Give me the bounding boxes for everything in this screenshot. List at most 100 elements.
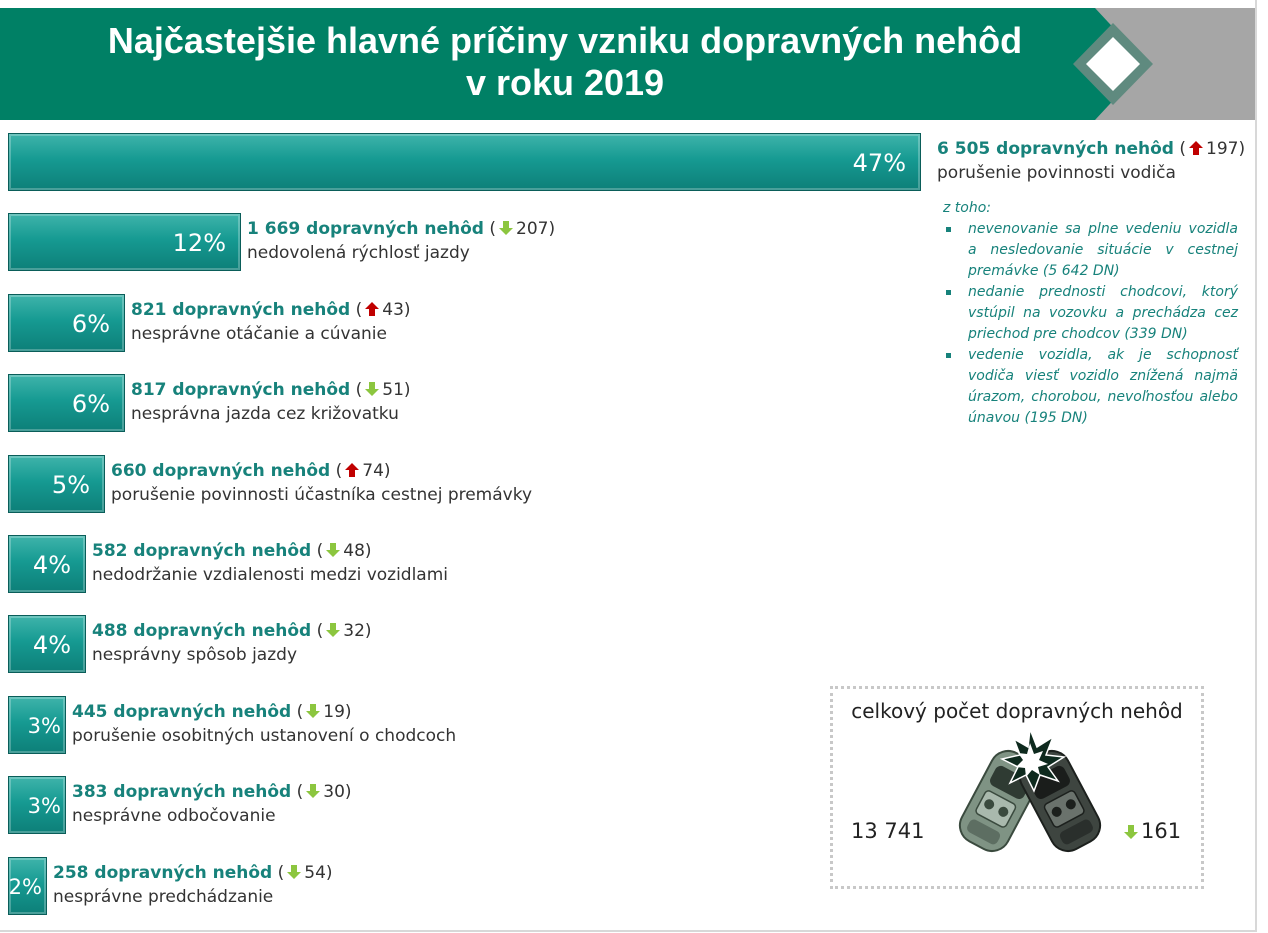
paren-open: ( xyxy=(311,621,324,642)
chart-bar: 6% xyxy=(8,374,125,433)
bar-percent-label: 12% xyxy=(172,229,226,258)
year-change: 32) xyxy=(343,621,372,642)
down-arrow-icon xyxy=(1124,825,1138,839)
accident-count: 582 dopravných nehôd xyxy=(92,541,312,561)
up-arrow-icon xyxy=(365,301,380,316)
year-change: 43) xyxy=(382,299,411,320)
accident-count: 383 dopravných nehôd xyxy=(72,782,292,803)
bar-annotation: 383 dopravných nehôd (30) nesprávne odboč… xyxy=(72,780,352,828)
bar-annotation: 258 dopravných nehôd (54) nesprávne predc… xyxy=(53,861,333,909)
car-crash-icon xyxy=(958,729,1102,853)
bar-annotation: 488 dopravných nehôd (32) nesprávny spôso… xyxy=(92,619,372,667)
year-change: 19) xyxy=(323,701,352,722)
paren-open: ( xyxy=(350,299,363,320)
down-arrow-icon xyxy=(499,221,514,236)
cause-label: nesprávne odbočovanie xyxy=(72,806,276,827)
down-arrow-icon xyxy=(306,703,321,718)
annotation-count-line: 1 669 dopravných nehôd (207) xyxy=(247,217,555,241)
bar-percent-label: 47% xyxy=(852,149,906,177)
accident-count: 258 dopravných nehôd xyxy=(53,862,273,883)
year-change: 30) xyxy=(323,782,352,803)
bar-annotation: 821 dopravných nehôd (43) nesprávne otáča… xyxy=(131,298,411,346)
bar-annotation: 445 dopravných nehôd (19) porušenie osobi… xyxy=(72,700,456,748)
detail-item: nedanie prednosti chodcovi, ktorý vstúpi… xyxy=(943,282,1238,345)
total-value: 13 741 xyxy=(851,819,925,843)
cause-label: porušenie povinnosti účastníka cestnej p… xyxy=(111,484,533,505)
up-arrow-icon xyxy=(1189,141,1204,155)
accident-count: 660 dopravných nehôd xyxy=(111,460,331,481)
cause-label: nedodržanie vzdialenosti medzi vozidlami xyxy=(92,565,449,585)
bar-annotation: 660 dopravných nehôd (74) porušenie povin… xyxy=(111,459,532,507)
paren-open: ( xyxy=(311,541,324,561)
year-change: 74) xyxy=(362,460,391,481)
detail-item: nevenovanie sa plne vedeniu vozidla a ne… xyxy=(943,219,1238,282)
detail-list: nevenovanie sa plne vedeniu vozidla a ne… xyxy=(943,219,1238,429)
accident-count: 821 dopravných nehôd xyxy=(131,299,351,320)
total-box: celkový počet dopravných nehôd 13 741 16… xyxy=(830,686,1204,889)
accident-count: 6 505 dopravných nehôd xyxy=(937,139,1174,159)
bar-annotation: 582 dopravných nehôd (48) nedodržanie vzd… xyxy=(92,539,448,587)
bar-percent-label: 4% xyxy=(32,631,71,660)
accident-count: 445 dopravných nehôd xyxy=(72,701,292,722)
chart-bar: 2% xyxy=(8,856,47,915)
chart-bar: 6% xyxy=(8,293,125,352)
bar-percent-label: 3% xyxy=(27,794,61,819)
bar-annotation: 1 669 dopravných nehôd (207) nedovolená r… xyxy=(247,217,555,265)
bar-percent-label: 5% xyxy=(51,470,90,499)
detail-breakdown: z toho: nevenovanie sa plne vedeniu vozi… xyxy=(943,198,1238,429)
slide-right-border xyxy=(1255,0,1257,930)
total-delta-value: 161 xyxy=(1141,819,1182,843)
annotation-count-line: 445 dopravných nehôd (19) xyxy=(72,700,456,724)
annotation-count-line: 582 dopravných nehôd (48) xyxy=(92,539,448,563)
year-change: 207) xyxy=(516,219,556,240)
accident-count: 488 dopravných nehôd xyxy=(92,621,312,642)
cause-label: nesprávne predchádzanie xyxy=(53,886,274,907)
chart-bar: 4% xyxy=(8,615,86,674)
chart-bar: 12% xyxy=(8,213,241,272)
annotation-count-line: 258 dopravných nehôd (54) xyxy=(53,861,333,885)
accident-count: 817 dopravných nehôd xyxy=(131,380,351,401)
accident-count: 1 669 dopravných nehôd xyxy=(247,219,484,240)
down-arrow-icon xyxy=(326,543,341,557)
annotation-count-line: 6 505 dopravných nehôd (197) xyxy=(937,137,1245,161)
year-change: 51) xyxy=(382,380,411,401)
page-title: Najčastejšie hlavné príčiny vzniku dopra… xyxy=(0,20,1130,104)
cause-label: porušenie osobitných ustanovení o chodco… xyxy=(72,725,457,746)
bar-percent-label: 3% xyxy=(27,713,61,738)
annotation-count-line: 488 dopravných nehôd (32) xyxy=(92,619,372,643)
bar-percent-label: 6% xyxy=(71,309,110,338)
chart-bar: 3% xyxy=(8,695,66,754)
paren-open: ( xyxy=(483,219,497,240)
detail-heading: z toho: xyxy=(943,200,992,216)
paren-open: ( xyxy=(350,380,363,401)
title-line-2: v roku 2019 xyxy=(465,62,665,103)
slide-bottom-border xyxy=(0,930,1257,932)
down-arrow-icon xyxy=(306,784,321,799)
annotation-count-line: 821 dopravných nehôd (43) xyxy=(131,298,411,322)
paren-open: ( xyxy=(291,782,304,803)
paren-open: ( xyxy=(272,862,285,883)
header-banner: Najčastejšie hlavné príčiny vzniku dopra… xyxy=(0,0,1258,122)
header-shapes xyxy=(0,8,1255,120)
paren-open: ( xyxy=(330,460,343,481)
down-arrow-icon xyxy=(287,864,302,879)
bar-annotation: 817 dopravných nehôd (51) nesprávna jazda… xyxy=(131,378,411,426)
total-label: celkový počet dopravných nehôd xyxy=(851,699,1183,723)
annotation-count-line: 817 dopravných nehôd (51) xyxy=(131,378,411,402)
bar-percent-label: 6% xyxy=(71,390,110,419)
cause-label: nesprávna jazda cez križovatku xyxy=(131,404,399,425)
year-change: 54) xyxy=(304,862,333,883)
cause-label: nesprávne otáčanie a cúvanie xyxy=(131,323,387,344)
total-delta: 161 xyxy=(1121,819,1181,843)
detail-item: vedenie vozidla, ak je schopnosť vodiča … xyxy=(943,345,1238,429)
down-arrow-icon xyxy=(365,382,380,397)
year-change: 48) xyxy=(343,541,372,561)
year-change: 197) xyxy=(1206,139,1246,159)
chart-bar: 4% xyxy=(8,535,86,593)
annotation-count-line: 660 dopravných nehôd (74) xyxy=(111,459,532,483)
bar-annotation: 6 505 dopravných nehôd (197) porušenie po… xyxy=(937,137,1245,185)
paren-open: ( xyxy=(1173,139,1187,159)
paren-open: ( xyxy=(291,701,304,722)
down-arrow-icon xyxy=(326,623,341,638)
cause-label: nedovolená rýchlosť jazdy xyxy=(247,243,470,264)
